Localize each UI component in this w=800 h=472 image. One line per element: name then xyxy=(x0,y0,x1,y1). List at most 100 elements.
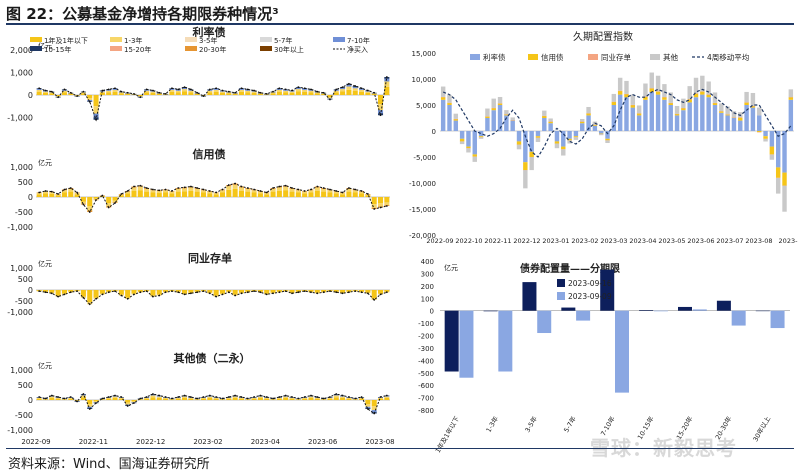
bar-other xyxy=(554,143,560,149)
net-point xyxy=(183,293,186,296)
bar-credit xyxy=(523,162,528,170)
stack-bar xyxy=(125,93,131,94)
stack-bar xyxy=(80,93,86,95)
bar-other xyxy=(529,157,534,171)
bar-credit xyxy=(485,116,490,118)
net-point xyxy=(291,396,293,398)
legend-label: 30年以上 xyxy=(274,45,304,54)
stack-bar xyxy=(352,190,358,193)
stack-bar xyxy=(207,90,213,93)
stack-bar xyxy=(36,194,42,197)
stack-bar xyxy=(125,404,131,406)
stack-bar xyxy=(289,92,295,95)
bar-rate xyxy=(586,115,591,131)
y-tick-label: 5,000 xyxy=(416,102,436,110)
net-point xyxy=(57,96,60,99)
stack-bar xyxy=(182,91,188,95)
bar-rate xyxy=(598,131,604,134)
stack-bar xyxy=(257,290,263,292)
stack-bar xyxy=(163,190,169,193)
stack-bar xyxy=(68,290,74,292)
net-point xyxy=(284,394,287,397)
bar-credit xyxy=(693,93,699,98)
stack-bar xyxy=(226,189,232,197)
stack-bar xyxy=(150,394,156,396)
bar-2023-09-16 xyxy=(639,310,654,311)
x-tick-label: 2023-04 xyxy=(251,438,281,446)
stack-bar xyxy=(125,402,131,405)
x-tick-label: 2023-06 xyxy=(308,438,338,446)
bar-other xyxy=(440,86,446,97)
y-tick-label: -600 xyxy=(418,382,434,390)
bar-credit xyxy=(725,114,730,116)
stack-bar xyxy=(321,93,327,94)
legend-swatch xyxy=(110,37,122,42)
net-point xyxy=(171,190,173,192)
net-point xyxy=(215,191,218,194)
bar-rate xyxy=(782,131,787,173)
stack-bar xyxy=(352,90,358,95)
stack-bar xyxy=(68,93,74,95)
bar-rate xyxy=(649,92,654,131)
stack-bar xyxy=(144,89,150,91)
stack-bar xyxy=(213,397,219,399)
y-tick-label: -500 xyxy=(418,370,434,378)
bar-other xyxy=(586,106,591,114)
net-point xyxy=(329,188,331,191)
net-point xyxy=(38,396,41,398)
legend-swatch xyxy=(588,54,598,60)
net-point xyxy=(291,292,293,295)
y-tick-label: 1,000 xyxy=(10,163,33,172)
stack-bar xyxy=(36,91,42,95)
net-point xyxy=(183,86,186,89)
chart-title: 久期配置指数 xyxy=(573,30,633,43)
stack-bar xyxy=(156,397,162,400)
bar-other xyxy=(731,111,737,118)
y-tick-label: 0 xyxy=(430,308,434,316)
x-tick-label: 2022-11 xyxy=(484,237,511,245)
net-point xyxy=(177,88,180,91)
x-tick-label: 2023-05 xyxy=(658,237,685,245)
stack-bar xyxy=(308,190,314,193)
bar-rate xyxy=(750,107,756,131)
stack-bar xyxy=(80,201,86,204)
net-point xyxy=(366,193,369,195)
y-tick-label: 0 xyxy=(28,193,33,202)
stack-bar xyxy=(219,92,226,95)
net-point xyxy=(57,295,60,298)
bar-rate xyxy=(700,94,705,131)
legend-label: 净买入 xyxy=(347,45,368,54)
net-point xyxy=(101,293,104,296)
net-point xyxy=(278,396,281,398)
net-point xyxy=(50,394,53,397)
stack-bar xyxy=(377,203,384,207)
y-tick-label: -100 xyxy=(418,320,434,328)
stack-bar xyxy=(232,93,238,94)
stack-bar xyxy=(340,396,346,398)
stack-bar xyxy=(144,397,150,399)
net-point xyxy=(379,293,382,296)
stack-bar xyxy=(68,191,74,197)
stack-bar xyxy=(371,406,377,411)
net-point xyxy=(316,185,319,188)
net-point xyxy=(335,88,338,91)
legend-label: 1年及1年以下 xyxy=(44,36,88,45)
stack-bar xyxy=(295,91,301,95)
stack-bar xyxy=(321,399,327,400)
net-point xyxy=(272,187,274,189)
stack-bar xyxy=(150,91,156,93)
stack-bar xyxy=(308,90,314,93)
net-point xyxy=(107,88,110,91)
stack-bar xyxy=(238,290,244,293)
legend-swatch xyxy=(30,37,42,42)
net-point xyxy=(348,291,350,294)
legend-swatch xyxy=(557,292,565,300)
bar-credit xyxy=(491,108,496,111)
stack-bar xyxy=(321,93,327,95)
stack-bar xyxy=(384,396,390,398)
x-tick-label: 2023- xyxy=(779,237,799,245)
unit-label: 亿元 xyxy=(38,41,52,50)
net-point xyxy=(227,396,230,398)
stack-bar xyxy=(112,89,118,92)
